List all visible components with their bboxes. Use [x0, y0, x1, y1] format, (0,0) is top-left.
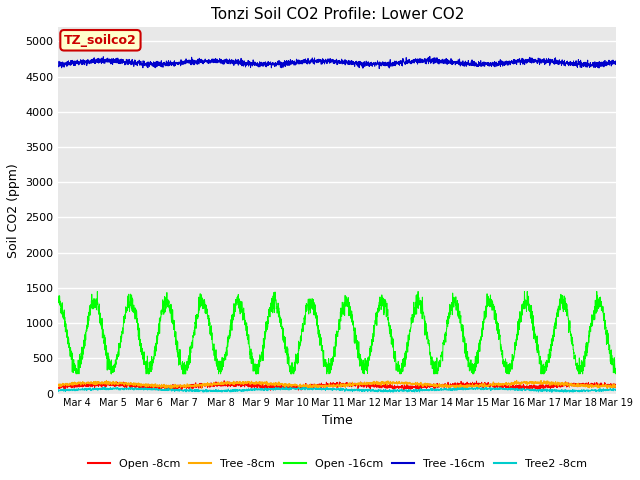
Tree -8cm [118, 379, 126, 385]
Tree -8cm [268, 381, 276, 387]
Tree2 -8cm [282, 384, 290, 390]
Tree -16cm [612, 61, 620, 67]
Open -16cm [602, 321, 609, 327]
Tree -8cm [54, 382, 62, 387]
Open -8cm [269, 383, 276, 389]
Open -8cm [220, 378, 228, 384]
Open -16cm [93, 288, 101, 294]
Tree -8cm [602, 383, 609, 388]
Line: Open -8cm: Open -8cm [58, 381, 616, 390]
Tree2 -8cm [541, 387, 549, 393]
Tree -16cm [118, 60, 126, 66]
Tree -8cm [513, 377, 520, 383]
Tree -16cm [602, 60, 609, 66]
Tree -8cm [292, 383, 300, 388]
Line: Open -16cm: Open -16cm [58, 291, 616, 374]
Legend: Open -8cm, Tree -8cm, Open -16cm, Tree -16cm, Tree2 -8cm: Open -8cm, Tree -8cm, Open -16cm, Tree -… [83, 454, 591, 473]
Line: Tree -16cm: Tree -16cm [58, 56, 616, 69]
Open -16cm [541, 360, 549, 365]
Tree2 -8cm [54, 387, 62, 393]
Tree2 -8cm [612, 387, 620, 393]
Tree2 -8cm [151, 386, 159, 392]
Tree -16cm [268, 61, 276, 67]
Open -8cm [54, 385, 62, 391]
Open -16cm [293, 354, 301, 360]
Open -16cm [152, 347, 159, 352]
Open -16cm [269, 303, 276, 309]
Tree2 -8cm [118, 386, 126, 392]
Tree -8cm [151, 382, 159, 388]
Tree -16cm [292, 56, 300, 62]
Tree -16cm [426, 53, 434, 59]
X-axis label: Time: Time [322, 414, 353, 427]
Open -16cm [118, 329, 126, 335]
Y-axis label: Soil CO2 (ppm): Soil CO2 (ppm) [7, 163, 20, 258]
Open -8cm [118, 382, 126, 388]
Tree -16cm [54, 64, 62, 70]
Open -8cm [400, 387, 408, 393]
Tree2 -8cm [269, 386, 276, 392]
Tree -8cm [460, 386, 468, 392]
Tree2 -8cm [199, 389, 207, 395]
Line: Tree2 -8cm: Tree2 -8cm [58, 387, 616, 392]
Open -16cm [612, 367, 620, 373]
Tree2 -8cm [293, 386, 301, 392]
Open -16cm [54, 297, 62, 303]
Open -16cm [72, 371, 80, 377]
Open -8cm [541, 382, 549, 388]
Tree2 -8cm [602, 388, 609, 394]
Tree -8cm [541, 379, 549, 385]
Open -8cm [293, 383, 301, 388]
Open -8cm [612, 382, 620, 388]
Tree -16cm [151, 60, 159, 66]
Line: Tree -8cm: Tree -8cm [58, 380, 616, 389]
Open -8cm [151, 384, 159, 390]
Text: TZ_soilco2: TZ_soilco2 [64, 34, 137, 47]
Title: Tonzi Soil CO2 Profile: Lower CO2: Tonzi Soil CO2 Profile: Lower CO2 [211, 7, 464, 22]
Tree -16cm [376, 66, 383, 72]
Tree -16cm [541, 59, 549, 64]
Tree -8cm [612, 384, 620, 390]
Open -8cm [602, 383, 609, 388]
